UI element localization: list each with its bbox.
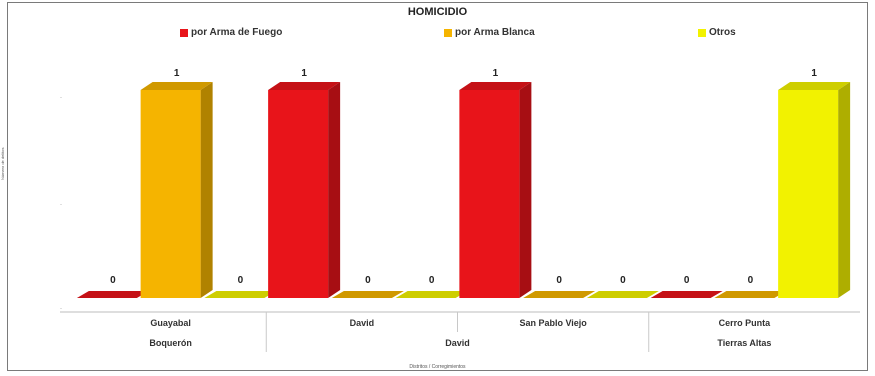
bar xyxy=(395,291,468,298)
bar xyxy=(76,291,149,298)
y-tick: · xyxy=(60,95,62,101)
legend-swatch-yellow xyxy=(698,28,706,37)
category-label: San Pablo Viejo xyxy=(519,318,587,328)
bar-top xyxy=(140,82,213,90)
data-label: 0 xyxy=(429,275,435,286)
category-label: Cerro Punta xyxy=(719,318,772,328)
group-label: Tierras Altas xyxy=(717,338,771,348)
bar-side xyxy=(328,82,341,298)
data-label: 0 xyxy=(556,275,562,286)
legend-label: Otros xyxy=(709,27,736,38)
category-label: David xyxy=(350,318,375,328)
bar xyxy=(650,291,723,298)
data-label: 1 xyxy=(493,68,499,79)
bar-side xyxy=(838,82,851,298)
bar xyxy=(778,90,839,298)
group-label: David xyxy=(445,338,470,348)
data-label: 0 xyxy=(365,275,371,286)
bar xyxy=(586,291,659,298)
bar xyxy=(523,291,596,298)
data-label: 0 xyxy=(238,275,244,286)
x-axis-label: Distritos / Corregimientos xyxy=(409,364,466,370)
data-label: 0 xyxy=(684,275,690,286)
bar-side xyxy=(200,82,213,298)
bar xyxy=(714,291,787,298)
legend-swatch-orange xyxy=(444,28,452,37)
legend-item-arma-blanca: por Arma Blanca xyxy=(444,27,535,38)
legend-item-otros: Otros xyxy=(698,27,736,38)
category-label: Guayabal xyxy=(150,318,191,328)
bar-top xyxy=(459,82,532,90)
bar xyxy=(268,90,329,298)
chart-title: HOMICIDIO xyxy=(407,6,468,18)
data-label: 0 xyxy=(110,275,116,286)
legend-label: por Arma de Fuego xyxy=(191,27,283,38)
data-label: 1 xyxy=(174,68,180,79)
bar xyxy=(459,90,520,298)
data-label: 0 xyxy=(748,275,754,286)
legend-label: por Arma Blanca xyxy=(455,27,535,38)
data-label: 1 xyxy=(301,68,307,79)
y-tick: · xyxy=(60,202,62,208)
bar xyxy=(331,291,404,298)
y-tick: · xyxy=(60,306,62,312)
group-label: Boquerón xyxy=(149,338,192,348)
bar-side xyxy=(519,82,532,298)
bar-top xyxy=(268,82,341,90)
bar-top xyxy=(778,82,851,90)
legend-item-arma-fuego: por Arma de Fuego xyxy=(180,27,282,38)
data-label: 1 xyxy=(811,68,817,79)
bar xyxy=(140,90,201,298)
legend-swatch-red xyxy=(180,28,188,37)
bar xyxy=(204,291,277,298)
data-label: 0 xyxy=(620,275,626,286)
